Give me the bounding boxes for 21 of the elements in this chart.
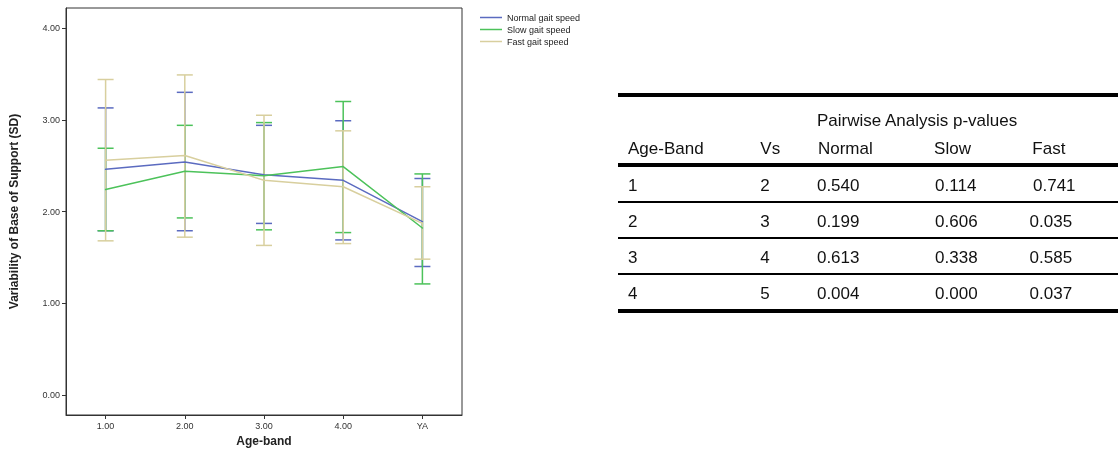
legend-label: Slow gait speed — [507, 24, 571, 35]
y-tick-label: 2.00 — [42, 206, 60, 217]
y-tick-label: 4.00 — [42, 23, 60, 34]
x-axis-title: Age-band — [236, 434, 292, 448]
x-tick-label: YA — [416, 420, 429, 431]
text: 2 3 0.199 0.606 0.035 — [628, 212, 1073, 231]
legend-label: Normal gait speed — [507, 12, 581, 23]
text: 4 5 0.004 0.000 0.037 — [628, 284, 1073, 303]
x-tick-label: 2.00 — [176, 420, 194, 431]
category-label: Age-Band Vs Normal Slow Fast — [628, 139, 1066, 158]
y-tick-label: 1.00 — [42, 298, 60, 309]
x-tick-label: 1.00 — [96, 420, 115, 431]
text: 3 4 0.613 0.338 0.585 — [628, 248, 1073, 267]
legend-label: Fast gait speed — [507, 36, 569, 47]
text: 1 2 0.540 0.114 0.741 — [628, 176, 1076, 195]
x-tick-label: 3.00 — [255, 420, 273, 431]
x-tick-label: 4.00 — [334, 420, 352, 431]
y-tick-label: 3.00 — [42, 114, 60, 125]
text: Pairwise Analysis p-values — [815, 110, 1019, 132]
y-axis-title: Variability of Base of Support (SD) — [7, 113, 21, 310]
y-tick-label: 0.00 — [42, 389, 60, 400]
